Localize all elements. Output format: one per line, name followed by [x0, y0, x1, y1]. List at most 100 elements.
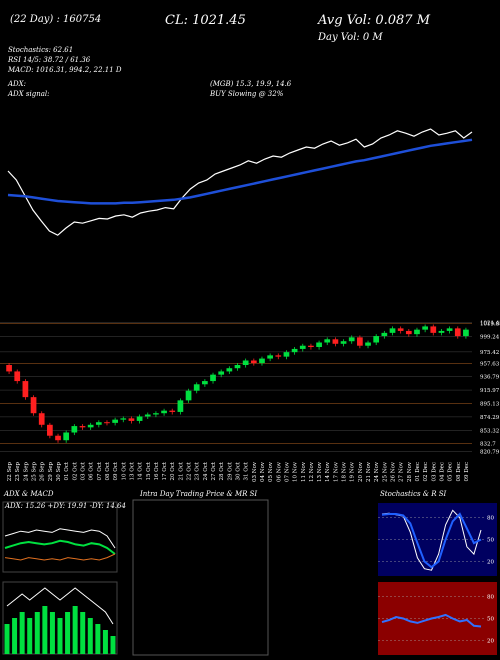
- x-tick-label: 19 Nov: [350, 461, 356, 482]
- candle-body: [446, 328, 453, 331]
- candle-body: [95, 422, 102, 425]
- y-tick-label: 832.7: [480, 442, 496, 448]
- x-tick-label: 23 Oct: [195, 461, 201, 480]
- panel-label: ADX: 15.26 +DY: 19.91 -DY: 14.64: [4, 502, 126, 510]
- header-stoch: Stochastics: 62.61: [8, 46, 73, 54]
- candle-body: [365, 342, 371, 346]
- x-tick-label: 20 Nov: [358, 461, 364, 482]
- header-days: (22 Day) : 160754: [10, 14, 101, 25]
- adx-line: [4, 539, 116, 555]
- candle-body: [120, 418, 127, 420]
- y-tick-label: 50: [487, 538, 494, 544]
- y-tick-label: 999.24: [480, 335, 500, 341]
- x-tick-label: 04 Dec: [439, 462, 445, 482]
- candle-body: [422, 326, 428, 330]
- x-tick-label: 27 Nov: [399, 461, 405, 482]
- panel-title: Stochastics & R SI: [380, 490, 447, 498]
- x-tick-label: 24 Sep: [23, 462, 29, 482]
- macd-bar: [27, 618, 33, 654]
- x-tick-label: 12 Nov: [309, 461, 315, 482]
- candle-body: [185, 390, 192, 401]
- ma-line: [7, 138, 473, 205]
- header-adx-signal: ADX signal:: [7, 90, 49, 98]
- macd-bar: [65, 612, 71, 654]
- x-tick-label: 21 Oct: [178, 461, 184, 480]
- candle-body: [267, 355, 273, 359]
- candle-body: [234, 365, 241, 369]
- x-tick-label: 26 Nov: [391, 461, 397, 482]
- x-tick-label: 03 Oct: [81, 461, 87, 480]
- candle-body: [169, 410, 176, 412]
- candle-body: [242, 360, 249, 365]
- x-tick-label: 09 Oct: [113, 461, 119, 480]
- x-tick-label: 15 Oct: [146, 461, 152, 480]
- candle-body: [210, 374, 216, 382]
- y-tick-label: 50: [487, 617, 494, 623]
- x-tick-label: 29 Sep: [48, 462, 54, 482]
- y-tick-label: 874.29: [480, 415, 500, 421]
- candle-body: [373, 336, 380, 343]
- x-tick-label: 30 Sep: [56, 462, 62, 482]
- candle-body: [177, 400, 184, 412]
- candle-body: [299, 345, 306, 349]
- macd-bar: [102, 630, 108, 654]
- candle-body: [340, 341, 347, 344]
- candle-body: [332, 339, 339, 344]
- x-tick-label: 08 Oct: [105, 461, 111, 480]
- macd-bar: [87, 618, 93, 654]
- candle-body: [202, 381, 208, 385]
- y-tick-label: 1019.88: [480, 321, 500, 327]
- y-tick-label: 80: [487, 595, 494, 601]
- x-tick-label: 13 Nov: [317, 461, 323, 482]
- candle-body: [259, 358, 265, 364]
- x-tick-label: 24 Oct: [203, 461, 209, 480]
- candle-body: [104, 422, 110, 424]
- header-avg-vol: Avg Vol: 0.087 M: [317, 13, 431, 28]
- candle-body: [87, 424, 94, 428]
- x-tick-label: 18 Nov: [342, 461, 348, 482]
- candle-body: [128, 418, 135, 421]
- macd-bar: [4, 624, 10, 654]
- y-tick-label: 20: [487, 559, 494, 565]
- candle-body: [161, 410, 167, 414]
- candle-body: [316, 342, 322, 347]
- x-tick-label: 29 Oct: [227, 461, 233, 480]
- x-tick-label: 28 Oct: [219, 461, 225, 480]
- x-tick-label: 01 Oct: [64, 461, 70, 480]
- candle-body: [71, 426, 78, 433]
- header-adx: ADX:: [7, 80, 26, 88]
- candle-body: [38, 413, 45, 425]
- macd-bar: [42, 606, 48, 654]
- candle-body: [275, 355, 282, 357]
- candle-body: [291, 348, 298, 353]
- x-tick-label: 26 Sep: [40, 462, 46, 482]
- panel-title: ADX & MACD: [3, 490, 54, 498]
- candle-body: [381, 332, 388, 337]
- x-tick-label: 24 Nov: [374, 461, 380, 482]
- x-tick-label: 14 Nov: [325, 461, 331, 482]
- candle-body: [144, 414, 151, 417]
- candle-body: [430, 326, 437, 333]
- y-tick-label: 1021.45: [480, 320, 500, 326]
- candle-body: [463, 329, 469, 337]
- x-tick-label: 10 Oct: [121, 461, 127, 480]
- panel-background: [378, 582, 497, 655]
- x-tick-label: 23 Sep: [15, 462, 21, 482]
- candle-body: [30, 397, 37, 414]
- adx-line: [4, 553, 116, 561]
- candle-body: [226, 368, 233, 372]
- header-adx-values: (MGB) 15.3, 19.9, 14.6: [210, 80, 292, 88]
- y-tick-label: 915.97: [480, 388, 500, 394]
- x-tick-label: 03 Nov: [252, 461, 258, 482]
- x-tick-label: 08 Dec: [456, 462, 462, 482]
- x-tick-label: 05 Dec: [448, 462, 454, 482]
- x-tick-label: 31 Oct: [244, 461, 250, 480]
- x-tick-label: 27 Oct: [211, 461, 217, 480]
- x-tick-label: 21 Nov: [366, 461, 372, 482]
- x-tick-label: 11 Nov: [301, 461, 307, 482]
- oscillator-line: [381, 613, 482, 628]
- candle-body: [6, 365, 12, 372]
- candle-body: [454, 328, 461, 337]
- candle-body: [414, 329, 420, 335]
